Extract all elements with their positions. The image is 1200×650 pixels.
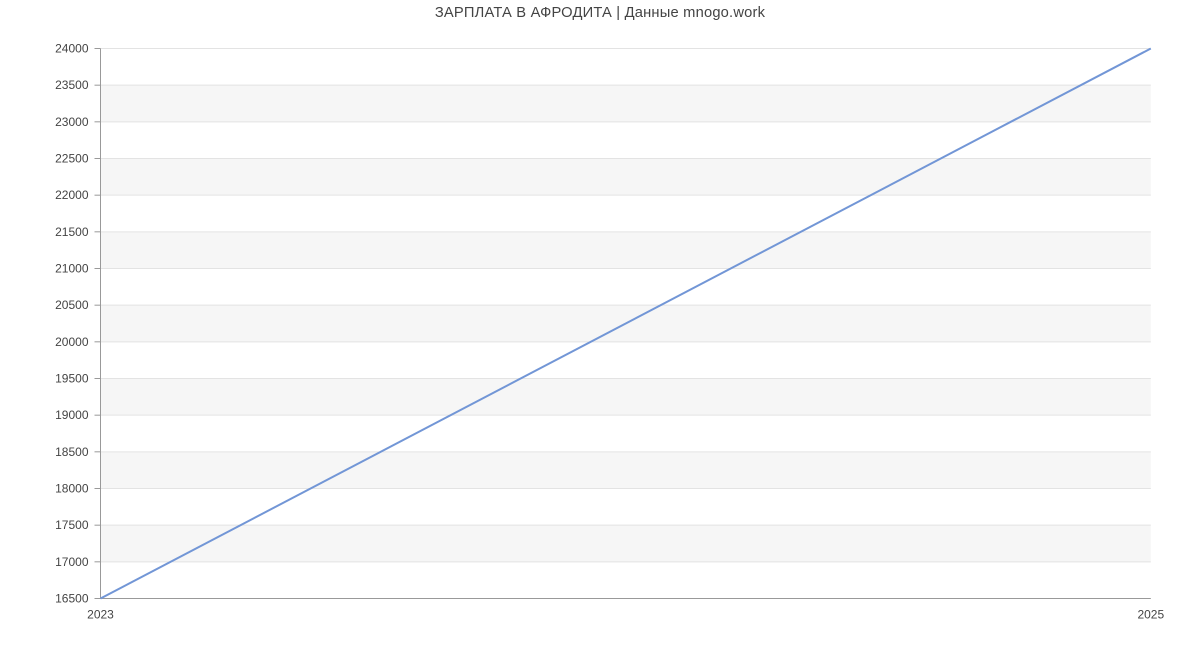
svg-text:20000: 20000 xyxy=(55,335,89,349)
svg-text:23000: 23000 xyxy=(55,115,89,129)
svg-text:19500: 19500 xyxy=(55,372,89,386)
svg-text:17000: 17000 xyxy=(55,555,89,569)
svg-text:19000: 19000 xyxy=(55,408,89,422)
svg-text:20500: 20500 xyxy=(55,298,89,312)
svg-text:16500: 16500 xyxy=(55,592,89,606)
svg-text:23500: 23500 xyxy=(55,78,89,92)
svg-text:24000: 24000 xyxy=(55,42,89,56)
svg-text:22000: 22000 xyxy=(55,188,89,202)
svg-text:21000: 21000 xyxy=(55,262,89,276)
svg-text:18000: 18000 xyxy=(55,482,89,496)
svg-text:18500: 18500 xyxy=(55,445,89,459)
svg-text:2023: 2023 xyxy=(87,608,114,622)
svg-text:22500: 22500 xyxy=(55,152,89,166)
svg-text:21500: 21500 xyxy=(55,225,89,239)
svg-text:2025: 2025 xyxy=(1137,608,1164,622)
svg-text:17500: 17500 xyxy=(55,518,89,532)
